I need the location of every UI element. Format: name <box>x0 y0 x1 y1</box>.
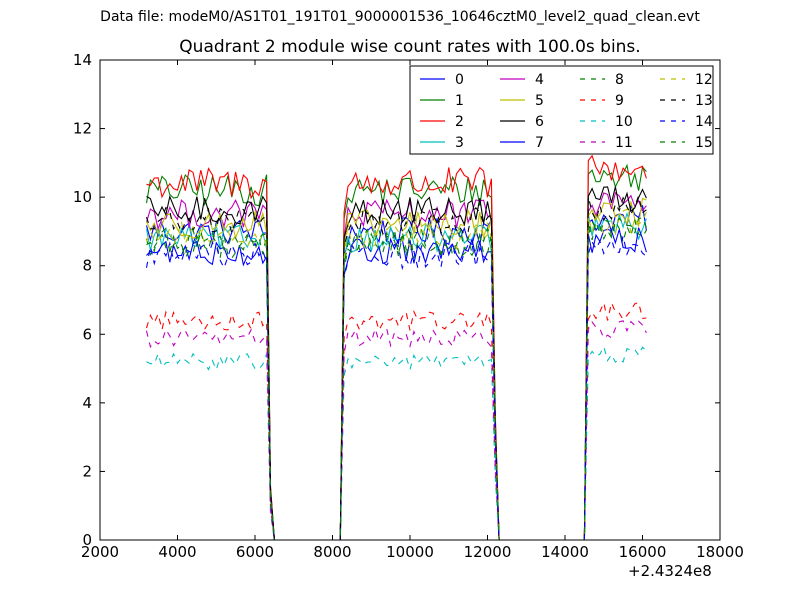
legend-label-2: 2 <box>455 114 464 130</box>
legend-label-1: 1 <box>455 93 464 109</box>
series-line-10 <box>146 345 647 541</box>
x-tick-label: 18000 <box>696 543 744 561</box>
series-line-0 <box>145 204 647 541</box>
x-tick-label: 2000 <box>81 543 119 561</box>
x-tick-label: 12000 <box>464 543 512 561</box>
x-tick-label: 8000 <box>313 543 351 561</box>
legend-label-12: 12 <box>695 72 713 88</box>
legend-label-5: 5 <box>535 93 544 109</box>
chart-title: Quadrant 2 module wise count rates with … <box>179 37 641 57</box>
legend-label-8: 8 <box>615 72 624 88</box>
y-tick-label: 6 <box>82 325 92 343</box>
series-line-7 <box>146 227 647 541</box>
y-tick-label: 2 <box>82 462 92 480</box>
legend-label-15: 15 <box>695 135 713 151</box>
legend-label-0: 0 <box>455 72 464 88</box>
series-line-9 <box>145 300 647 541</box>
series-line-14 <box>145 236 647 541</box>
y-tick-label: 12 <box>73 120 92 138</box>
series-line-15 <box>146 217 647 541</box>
x-tick-label: 16000 <box>619 543 667 561</box>
x-tick-label: 4000 <box>158 543 196 561</box>
series-line-12 <box>145 208 647 541</box>
figure-supertitle: Data file: modeM0/AS1T01_191T01_90000015… <box>100 9 700 25</box>
series-line-13 <box>145 193 647 541</box>
x-tick-label: 14000 <box>541 543 589 561</box>
y-tick-label: 10 <box>73 188 92 206</box>
x-tick-label: 6000 <box>236 543 274 561</box>
legend-label-7: 7 <box>535 135 544 151</box>
legend-label-3: 3 <box>455 135 464 151</box>
legend-label-10: 10 <box>615 114 633 130</box>
y-tick-label: 0 <box>82 531 92 549</box>
legend-label-6: 6 <box>535 114 544 130</box>
legend-label-11: 11 <box>615 135 633 151</box>
legend-box <box>409 65 714 155</box>
y-tick-label: 8 <box>82 257 92 275</box>
legend-label-13: 13 <box>695 93 713 109</box>
series-line-11 <box>145 320 647 541</box>
legend-label-4: 4 <box>535 72 544 88</box>
legend-label-9: 9 <box>615 93 624 109</box>
y-tick-label: 4 <box>82 394 92 412</box>
legend-label-14: 14 <box>695 114 713 130</box>
series-line-5 <box>145 197 647 541</box>
x-tick-label: 10000 <box>386 543 434 561</box>
y-tick-label: 14 <box>73 51 92 69</box>
series-line-8 <box>145 218 647 541</box>
x-axis-offset-label: +2.4324e8 <box>628 562 712 580</box>
